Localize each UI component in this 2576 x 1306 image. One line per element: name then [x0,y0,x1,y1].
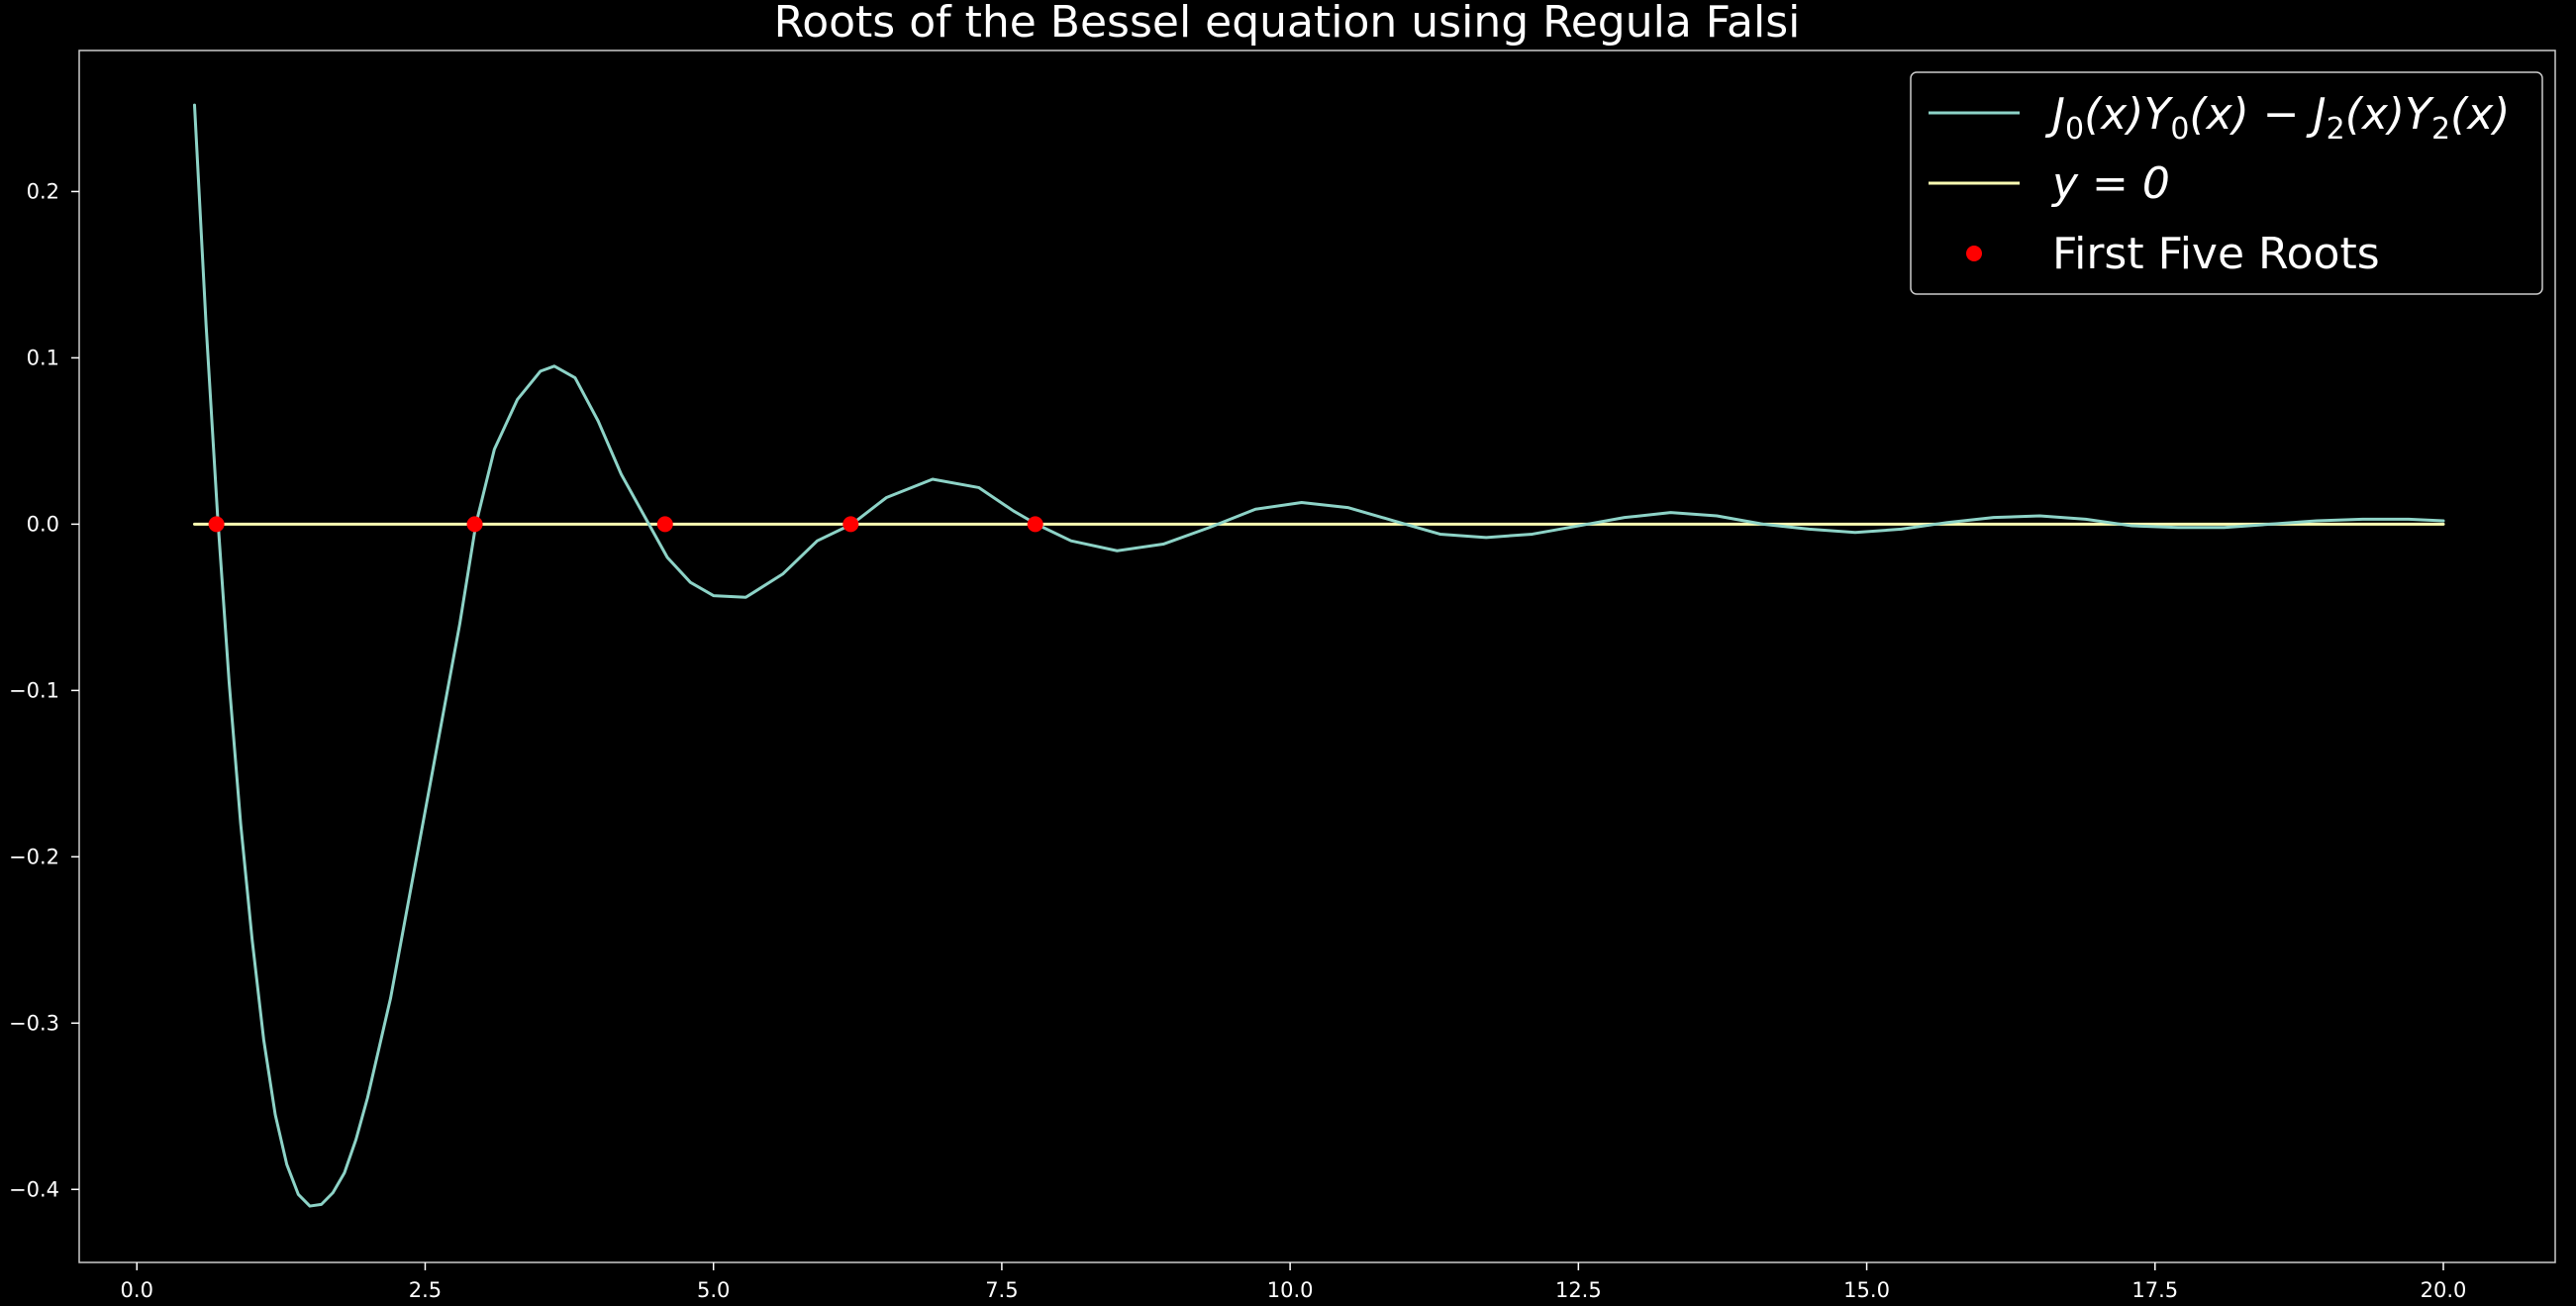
y-tick-label: 0.0 [27,512,59,536]
root-point [656,516,673,533]
root-point [1027,516,1043,533]
x-tick-label: 10.0 [1267,1278,1314,1302]
series-line-bessel-curve [192,103,2445,1208]
legend-label-zero-line: y = 0 [2050,158,2170,209]
legend-label-part-7: 2 [2431,112,2450,147]
legend-swatch-roots [1966,246,1982,261]
root-point [466,516,483,533]
x-tick-label: 12.5 [1555,1278,1602,1302]
y-tick-label: 0.1 [27,346,59,369]
root-point [208,516,225,533]
x-tick-label: 2.5 [409,1278,442,1302]
root-point [842,516,859,533]
legend-label-part-2: (x)Y [2084,89,2173,140]
series-layer [192,103,2445,1208]
legend-label-part-3: 0 [2170,112,2189,147]
y-tick-label: −0.1 [9,678,59,702]
legend-label-part-6: (x)Y [2345,89,2434,140]
x-tick-label: 5.0 [697,1278,730,1302]
x-tick-label: 20.0 [2421,1278,2467,1302]
y-tick-label: −0.4 [9,1177,59,1201]
legend-label-part-1: 0 [2065,112,2084,147]
y-tick-label: 0.2 [27,179,59,203]
legend-label-bessel-curve: J0(x)Y0(x) − J2(x)Y2(x) [2044,89,2510,147]
legend-entry-roots: First Five Roots [1966,229,2380,279]
y-tick-label: −0.2 [9,845,59,868]
legend-label-part-8: (x) [2450,89,2510,140]
legend-label-part-5: 2 [2327,112,2345,147]
legend-entry-zero-line: y = 0 [1929,158,2170,209]
legend: J0(x)Y0(x) − J2(x)Y2(x) y = 0 First Five… [1910,71,2543,295]
x-tick-label: 0.0 [121,1278,153,1302]
x-tick-label: 15.0 [1843,1278,1890,1302]
chart-title: Roots of the Bessel equation using Regul… [774,0,1801,48]
legend-label-roots: First Five Roots [2052,229,2380,279]
y-axis: −0.4 −0.3 −0.2 −0.1 0.0 0.1 0.2 [9,179,79,1201]
y-tick-label: −0.3 [9,1011,59,1035]
x-axis: 0.0 2.5 5.0 7.5 10.0 12.5 15.0 17.5 20.0 [121,1262,2467,1302]
legend-label-part-4: (x) − J [2189,89,2326,140]
x-tick-label: 17.5 [2131,1278,2178,1302]
legend-entry-bessel-curve: J0(x)Y0(x) − J2(x)Y2(x) [1929,89,2510,147]
legend-box [1910,71,2543,295]
x-tick-label: 7.5 [985,1278,1018,1302]
